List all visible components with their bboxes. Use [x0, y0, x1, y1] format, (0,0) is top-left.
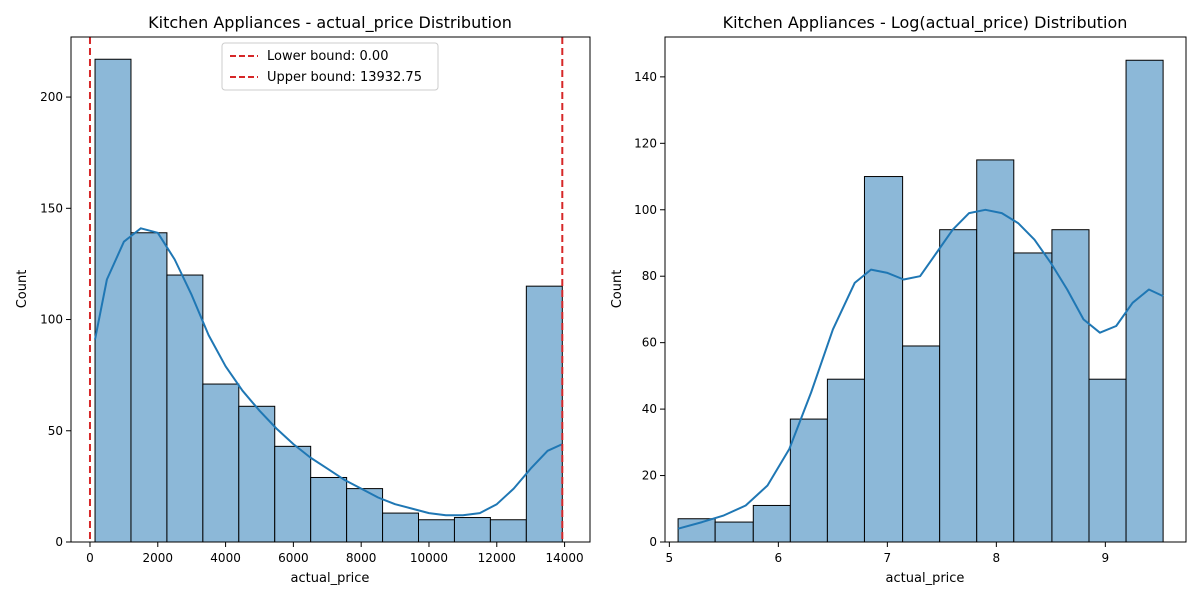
histogram-bar — [677, 518, 716, 543]
histogram-bar — [714, 521, 754, 543]
legend-lower-label: Lower bound: 0.00 — [267, 49, 388, 64]
y-tick-label: 40 — [642, 402, 657, 416]
x-tick-label: 10000 — [410, 551, 448, 565]
y-axis-ticks: 0 20 40 60 80 100 120 140 — [634, 70, 665, 549]
y-axis-ticks: 0 50 100 150 200 — [40, 90, 71, 549]
chart-title: Kitchen Appliances - actual_price Distri… — [148, 13, 512, 33]
histogram-bars — [677, 59, 1164, 543]
x-axis-ticks: 5 6 7 8 9 — [666, 542, 1110, 565]
x-tick-label: 0 — [86, 551, 94, 565]
histogram-bar — [863, 176, 904, 543]
histogram-bar — [94, 58, 132, 543]
histogram-bar — [489, 519, 527, 543]
chart-actual-price: Kitchen Appliances - actual_price Distri… — [15, 13, 591, 586]
x-tick-label: 14000 — [545, 551, 583, 565]
x-tick-label: 8 — [993, 551, 1001, 565]
y-axis-label: Count — [15, 270, 30, 309]
legend-box — [221, 42, 439, 91]
histogram-bar — [752, 504, 791, 543]
histogram-bar — [310, 476, 348, 543]
legend: Lower bound: 0.00 Upper bound: 13932.75 — [221, 42, 439, 91]
histogram-bar — [1125, 59, 1164, 543]
chart-log-actual-price: Kitchen Appliances - Log(actual_price) D… — [610, 13, 1187, 586]
histogram-bar — [902, 345, 941, 543]
histogram-bar — [1088, 378, 1127, 543]
kde-curve — [677, 208, 1164, 530]
y-tick-label: 100 — [40, 313, 63, 327]
x-tick-label: 5 — [666, 551, 674, 565]
histogram-bar — [166, 274, 204, 543]
y-tick-label: 80 — [642, 269, 657, 283]
histogram-bar — [525, 285, 563, 543]
y-axis-label: Count — [610, 270, 625, 309]
x-tick-label: 8000 — [346, 551, 377, 565]
y-tick-label: 50 — [48, 424, 63, 438]
histogram-bar — [238, 405, 276, 543]
histogram-bar — [202, 383, 240, 543]
x-tick-label: 12000 — [478, 551, 516, 565]
x-tick-label: 4000 — [210, 551, 241, 565]
y-tick-label: 140 — [634, 70, 657, 84]
histogram-bar — [453, 517, 491, 543]
plot-frame — [70, 36, 591, 543]
plot-frame — [664, 36, 1187, 543]
histogram-bar — [130, 232, 168, 543]
y-tick-label: 60 — [642, 336, 657, 350]
histogram-bar — [1051, 229, 1090, 543]
x-axis-label: actual_price — [291, 571, 370, 586]
kde-line — [94, 227, 563, 517]
legend-upper-label: Upper bound: 13932.75 — [267, 70, 422, 85]
histogram-bar — [274, 445, 312, 543]
y-tick-label: 200 — [40, 90, 63, 104]
x-tick-label: 7 — [884, 551, 892, 565]
x-tick-label: 6 — [775, 551, 783, 565]
x-axis-label: actual_price — [886, 571, 965, 586]
y-tick-label: 20 — [642, 469, 657, 483]
bound-lines — [88, 37, 564, 542]
histogram-bar — [789, 418, 828, 543]
y-tick-label: 120 — [634, 136, 657, 150]
kde-line — [677, 208, 1164, 530]
x-tick-label: 6000 — [278, 551, 309, 565]
histogram-bar — [418, 519, 455, 543]
y-tick-label: 0 — [55, 535, 63, 549]
histogram-bar — [826, 378, 865, 543]
x-tick-label: 9 — [1102, 551, 1110, 565]
y-tick-label: 150 — [40, 201, 63, 215]
y-tick-label: 100 — [634, 203, 657, 217]
x-tick-label: 2000 — [143, 551, 174, 565]
histogram-bar — [382, 512, 420, 543]
histogram-bar — [1013, 252, 1053, 543]
histogram-bars — [94, 58, 563, 543]
kde-curve — [94, 227, 563, 517]
x-axis-ticks: 0 2000 4000 6000 8000 10000 12000 14000 — [86, 542, 584, 565]
y-tick-label: 0 — [649, 535, 657, 549]
chart-title: Kitchen Appliances - Log(actual_price) D… — [723, 13, 1128, 33]
histogram-bar — [939, 229, 978, 543]
